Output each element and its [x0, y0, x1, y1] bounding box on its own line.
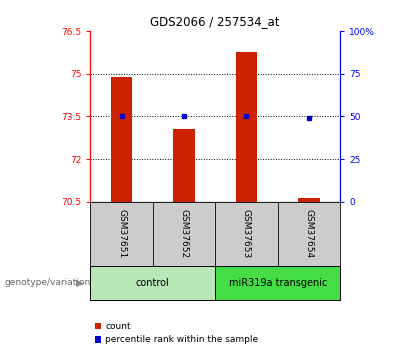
Text: GSM37653: GSM37653: [242, 209, 251, 258]
Bar: [298, 198, 320, 202]
Text: miR319a transgenic: miR319a transgenic: [228, 278, 327, 288]
Text: GSM37652: GSM37652: [179, 209, 189, 258]
Text: GSM37654: GSM37654: [304, 209, 313, 258]
Bar: [173, 129, 195, 202]
Text: count: count: [105, 322, 131, 331]
Text: GSM37651: GSM37651: [117, 209, 126, 258]
Text: percentile rank within the sample: percentile rank within the sample: [105, 335, 259, 344]
Text: control: control: [136, 278, 170, 288]
Bar: [236, 52, 257, 202]
Text: ▶: ▶: [76, 278, 84, 288]
Bar: [110, 77, 132, 202]
Title: GDS2066 / 257534_at: GDS2066 / 257534_at: [150, 16, 280, 29]
Text: genotype/variation: genotype/variation: [4, 278, 90, 287]
